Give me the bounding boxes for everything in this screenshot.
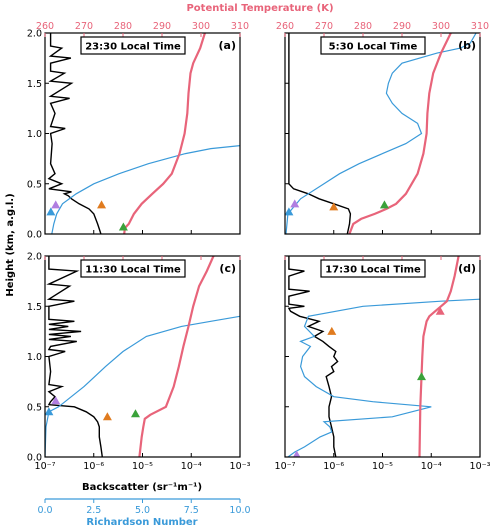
time-label: 17:30 Local Time [325,265,421,276]
backscatter-tick-label: 10⁻⁷ [35,461,56,472]
richardson-line [45,315,240,457]
backscatter-tick-label: 10⁻⁵ [132,461,153,472]
marker-green [130,409,140,418]
y-tick-label: 1.0 [27,352,42,363]
y-tick-label: 1.5 [27,79,42,90]
marker-green [379,200,389,209]
theta-tick-label: 300 [192,21,210,32]
marker-orange [327,326,337,335]
richardson-line [51,145,240,234]
theta-tick-label: 280 [114,21,132,32]
backscatter-tick-label: 10⁻⁶ [83,461,104,472]
backscatter-line [46,256,103,457]
y-tick-label: 0.0 [27,453,42,464]
panel-letter: (a) [219,39,236,52]
panel-letter: (b) [458,39,476,52]
ri-tick-label: 2.5 [86,505,101,516]
time-label-box [80,259,186,278]
marker-purple [51,396,61,405]
marker-green [417,372,426,381]
marker-pink [435,306,445,315]
theta-tick-label: 270 [315,21,333,32]
ri-axis-title: Richardson Number [86,517,197,528]
panel-letter: (d) [458,262,476,275]
plot-area [287,256,480,457]
ri-tick-label: 7.5 [184,505,199,516]
marker-orange [329,202,339,211]
theta-tick-label: 290 [153,21,171,32]
ri-tick-label: 5.0 [135,505,150,516]
marker-orange [97,200,107,209]
theta-tick-label: 300 [432,21,450,32]
marker-purple [293,450,301,457]
marker-green [118,222,128,231]
theta-line [138,256,215,457]
plot-area [46,33,240,234]
plot-area [45,256,240,457]
theta-line [418,256,460,457]
marker-orange [102,412,112,421]
backscatter-tick-label: 10⁻⁵ [372,461,393,472]
y-tick-label: 1.5 [27,302,42,313]
theta-tick-label: 280 [354,21,372,32]
time-label: 5:30 Local Time [329,42,418,53]
richardson-line [285,33,477,234]
backscatter-tick-label: 10⁻³ [470,461,491,472]
y-tick-label: 0.5 [27,402,42,413]
marker-purple [290,199,300,208]
theta-tick-label: 260 [276,21,294,32]
y-tick-label: 2.0 [27,252,42,263]
time-label-box [320,259,426,278]
axes-group: 0.0 2.5 5.0 7.5 10.0 [37,498,251,516]
y-tick-label: 1.0 [27,129,42,140]
theta-tick-label: 290 [393,21,411,32]
marker-blue [45,407,54,416]
backscatter-tick-label: 10⁻⁶ [323,461,344,472]
y-axis-title: Height (km, a.g.l.) [5,193,16,296]
time-label-box [320,36,426,55]
y-tick-label: 2.0 [27,29,42,40]
panel-c: 0.0 0.5 1.0 1.5 2.0 10⁻⁷ 10⁻⁶ 10⁻⁵ 10⁻⁴ 10⁻³ 11:30… [27,252,251,473]
y-tick-label: 0.0 [27,230,42,241]
top-axis-title: Potential Temperature (K) [186,3,333,14]
theta-line [123,33,206,234]
backscatter-tick-label: 10⁻⁴ [181,461,202,472]
backscatter-tick-label: 10⁻⁴ [421,461,442,472]
richardson-line [287,298,480,457]
theta-tick-label: 310 [471,21,489,32]
backscatter-line [287,256,339,457]
backscatter-tick-label: 10⁻⁷ [275,461,296,472]
backscatter-line [47,33,102,234]
y-tick-label: 0.5 [27,179,42,190]
backscatter-line [288,33,352,234]
theta-tick-label: 260 [36,21,54,32]
ri-tick-label: 10.0 [229,505,250,516]
theta-tick-label: 310 [231,21,249,32]
time-label-box [80,36,186,55]
plot-area [285,33,477,234]
marker-blue [46,207,56,216]
marker-purple [51,200,61,209]
theta-tick-label: 270 [75,21,93,32]
panel-d: 10⁻⁷ 10⁻⁶ 10⁻⁵ 10⁻⁴ 10⁻³ 17:30 Local Time (d) [275,255,491,472]
time-label: 23:30 Local Time [85,42,181,53]
ri-tick-label: 0.0 [37,505,52,516]
marker-blue [285,207,294,216]
panel-b: 260 270 280 290 300 310 5:30 Local Time (b) [276,21,489,235]
panel-frame [284,255,481,458]
backscatter-tick-label: 10⁻³ [230,461,251,472]
time-label: 11:30 Local Time [85,265,181,276]
panel-letter: (c) [219,262,236,275]
theta-line [348,33,452,234]
bottom-axis-title: Backscatter (sr⁻¹m⁻¹) [82,482,202,493]
